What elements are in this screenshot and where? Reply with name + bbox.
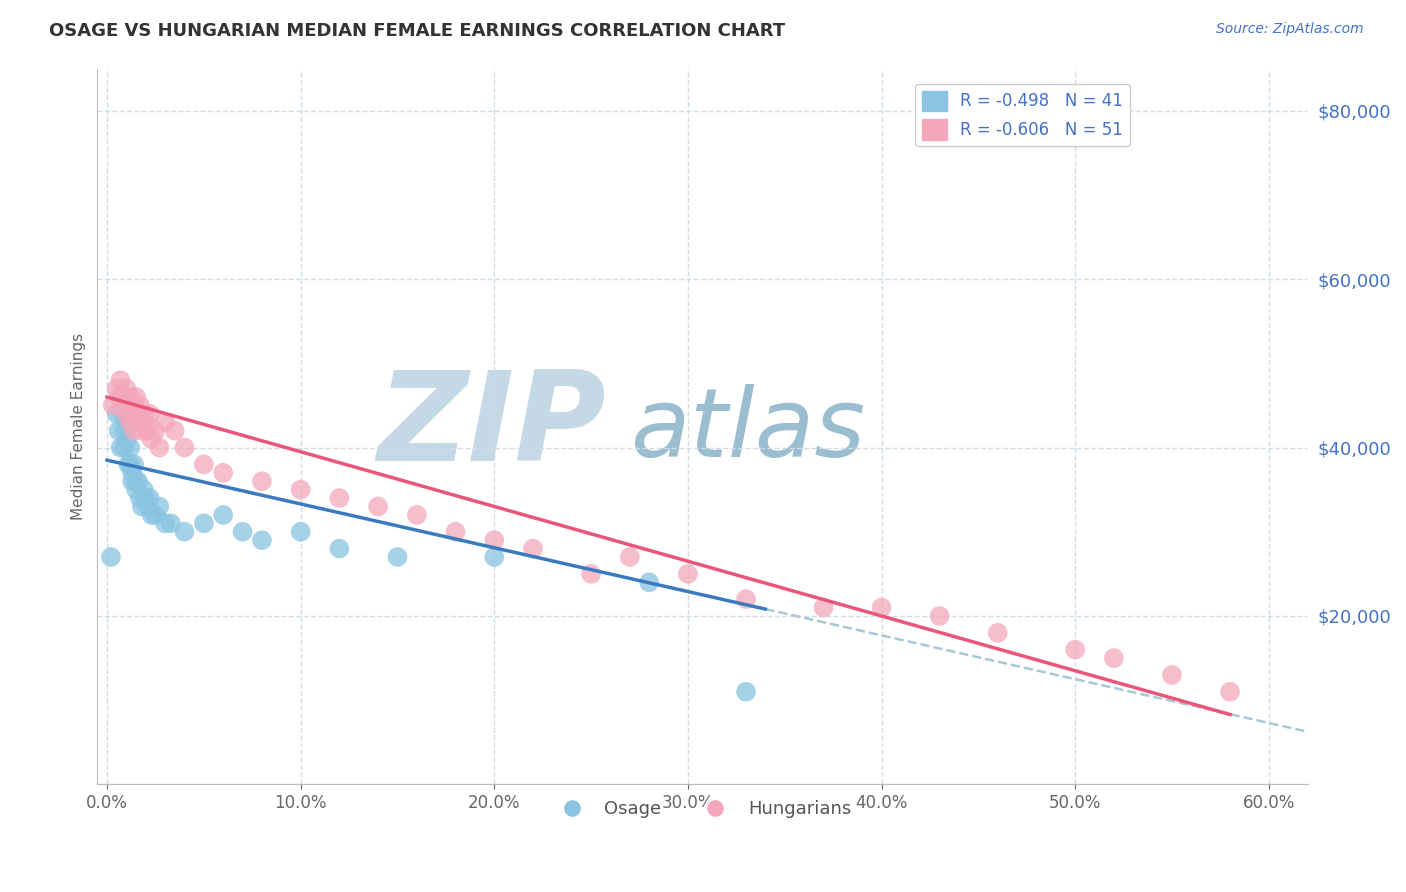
Point — [579, 566, 602, 581]
Point — [484, 549, 506, 564]
Point — [444, 524, 467, 539]
Point — [135, 491, 157, 505]
Point — [120, 415, 142, 429]
Point — [484, 533, 506, 548]
Point — [110, 441, 132, 455]
Point — [676, 566, 699, 581]
Point — [193, 516, 215, 531]
Point — [111, 407, 134, 421]
Point — [120, 458, 142, 472]
Point — [212, 466, 235, 480]
Point — [141, 432, 163, 446]
Point — [1102, 651, 1125, 665]
Point — [115, 415, 138, 429]
Point — [163, 424, 186, 438]
Point — [127, 474, 149, 488]
Point — [160, 516, 183, 531]
Point — [115, 432, 138, 446]
Point — [638, 575, 661, 590]
Point — [138, 491, 160, 505]
Point — [367, 500, 389, 514]
Point — [141, 508, 163, 522]
Point — [145, 508, 167, 522]
Point — [153, 516, 176, 531]
Point — [101, 399, 124, 413]
Point — [127, 407, 149, 421]
Point — [131, 500, 153, 514]
Point — [129, 491, 152, 505]
Point — [136, 424, 159, 438]
Point — [735, 592, 758, 607]
Point — [173, 524, 195, 539]
Point — [122, 458, 145, 472]
Point — [121, 407, 143, 421]
Point — [173, 441, 195, 455]
Point — [121, 474, 143, 488]
Point — [250, 533, 273, 548]
Point — [1161, 668, 1184, 682]
Point — [387, 549, 409, 564]
Point — [522, 541, 544, 556]
Point — [813, 600, 835, 615]
Point — [117, 458, 139, 472]
Point — [122, 424, 145, 438]
Point — [129, 399, 152, 413]
Point — [100, 549, 122, 564]
Point — [111, 399, 134, 413]
Point — [148, 500, 170, 514]
Point — [117, 399, 139, 413]
Point — [148, 441, 170, 455]
Point — [131, 424, 153, 438]
Point — [135, 415, 157, 429]
Point — [125, 483, 148, 497]
Point — [120, 441, 142, 455]
Point — [1064, 642, 1087, 657]
Point — [127, 415, 149, 429]
Point — [105, 382, 128, 396]
Point — [232, 524, 254, 539]
Point — [114, 390, 136, 404]
Legend: Osage, Hungarians: Osage, Hungarians — [547, 793, 859, 825]
Point — [132, 483, 155, 497]
Point — [250, 474, 273, 488]
Point — [212, 508, 235, 522]
Point — [870, 600, 893, 615]
Point — [121, 466, 143, 480]
Point — [107, 424, 129, 438]
Point — [120, 390, 142, 404]
Point — [1219, 685, 1241, 699]
Point — [111, 390, 134, 404]
Point — [145, 424, 167, 438]
Point — [290, 524, 312, 539]
Point — [115, 382, 138, 396]
Point — [105, 407, 128, 421]
Point — [114, 424, 136, 438]
Point — [328, 491, 350, 505]
Point — [125, 390, 148, 404]
Point — [110, 373, 132, 387]
Point — [619, 549, 641, 564]
Point — [928, 609, 950, 624]
Point — [153, 415, 176, 429]
Text: ZIP: ZIP — [377, 366, 606, 487]
Y-axis label: Median Female Earnings: Median Female Earnings — [72, 333, 86, 520]
Point — [735, 685, 758, 699]
Point — [328, 541, 350, 556]
Point — [115, 407, 138, 421]
Point — [121, 399, 143, 413]
Point — [193, 458, 215, 472]
Point — [290, 483, 312, 497]
Point — [114, 441, 136, 455]
Point — [136, 500, 159, 514]
Point — [107, 390, 129, 404]
Text: atlas: atlas — [630, 384, 865, 476]
Point — [132, 407, 155, 421]
Point — [125, 474, 148, 488]
Point — [405, 508, 427, 522]
Text: OSAGE VS HUNGARIAN MEDIAN FEMALE EARNINGS CORRELATION CHART: OSAGE VS HUNGARIAN MEDIAN FEMALE EARNING… — [49, 22, 786, 40]
Point — [138, 407, 160, 421]
Text: Source: ZipAtlas.com: Source: ZipAtlas.com — [1216, 22, 1364, 37]
Point — [987, 625, 1010, 640]
